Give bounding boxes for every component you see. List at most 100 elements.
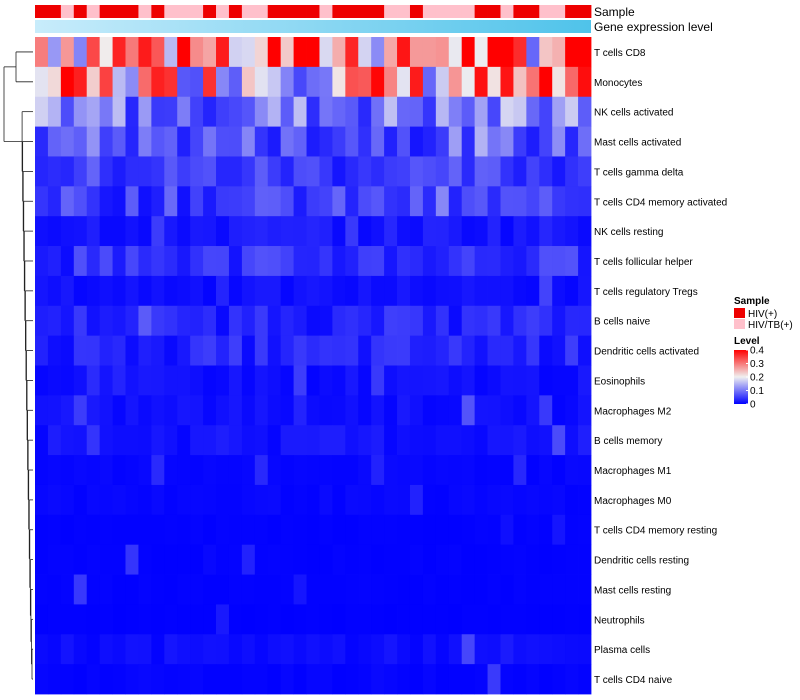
heatmap-cell	[254, 664, 269, 695]
heatmap-cell	[319, 544, 333, 575]
heatmap-cell	[422, 275, 437, 307]
heatmap-cell	[461, 425, 476, 456]
heatmap-cell	[203, 604, 217, 635]
row-label: Plasma cells	[594, 645, 650, 656]
heatmap-cell	[552, 425, 566, 456]
heatmap-cell	[216, 96, 230, 127]
heatmap-cell	[409, 96, 424, 127]
heatmap-cell	[345, 216, 359, 247]
heatmap-cell	[190, 484, 204, 516]
heatmap-cell	[500, 186, 514, 217]
row-label: T cells CD8	[594, 48, 646, 59]
heatmap-cell	[241, 514, 256, 546]
heatmap-cell	[190, 66, 204, 98]
heatmap-cell	[552, 514, 566, 546]
heatmap-cell	[267, 544, 282, 575]
heatmap-cell	[60, 96, 75, 127]
heatmap-cell	[306, 425, 320, 456]
heatmap-cell	[358, 186, 372, 217]
heatmap-cell	[164, 275, 178, 307]
legend-level-ticks: 0.4 0.3 0.2 0.1 0	[746, 346, 764, 411]
heatmap-cell	[164, 37, 178, 68]
heatmap-cell	[384, 246, 398, 277]
heatmap-cell	[267, 246, 282, 277]
heatmap-cell	[177, 66, 191, 98]
heatmap-cell	[409, 634, 424, 665]
heatmap-cell	[254, 305, 269, 337]
sample-annotation-cell	[565, 5, 579, 18]
heatmap-cell	[228, 395, 243, 426]
heatmap-cell	[216, 305, 230, 337]
heatmap-cell	[345, 246, 359, 277]
heatmap-cell	[267, 395, 282, 426]
heatmap-cell	[306, 544, 320, 575]
heatmap-cell	[99, 544, 113, 575]
heatmap-cell	[474, 544, 488, 575]
heatmap-cell	[384, 574, 398, 605]
heatmap-cell	[228, 246, 243, 277]
heatmap-cell	[112, 484, 126, 516]
heatmap-cell	[267, 275, 282, 307]
heatmap-cell	[526, 484, 540, 516]
heatmap-cell	[216, 544, 230, 575]
heatmap-cell	[267, 335, 282, 366]
heatmap-cell	[125, 186, 139, 217]
heatmap-cell	[203, 514, 217, 546]
heatmap-cell	[35, 126, 49, 157]
heatmap-cell	[228, 335, 243, 366]
heatmap-cell	[306, 186, 320, 217]
heatmap-cell	[99, 484, 113, 516]
heatmap-cell	[319, 156, 333, 187]
heatmap-cell	[86, 574, 101, 605]
heatmap-cell	[216, 126, 230, 157]
heatmap-cell	[448, 66, 463, 98]
heatmap-cell	[190, 604, 204, 635]
heatmap-cell	[513, 574, 527, 605]
heatmap-cell	[319, 425, 333, 456]
heatmap-cell	[216, 335, 230, 366]
heatmap-cell	[138, 365, 152, 396]
heatmap-cell	[371, 634, 385, 665]
heatmap-cell	[35, 544, 49, 575]
sample-annotation-cell	[487, 5, 501, 18]
heatmap-cell	[203, 574, 217, 605]
heatmap-cell	[539, 514, 553, 546]
heatmap-cell	[73, 126, 88, 157]
heatmap-cell	[254, 186, 269, 217]
heatmap-cell	[332, 275, 346, 307]
heatmap-cell	[293, 126, 307, 157]
heatmap-cell	[73, 484, 88, 516]
heatmap-cell	[578, 425, 592, 456]
heatmap-cell	[526, 186, 540, 217]
heatmap-cell	[99, 514, 113, 546]
heatmap-cell	[99, 126, 113, 157]
heatmap-cell	[306, 484, 320, 516]
heatmap-cell	[190, 216, 204, 247]
heatmap-cell	[164, 156, 178, 187]
heatmap-cell	[293, 574, 307, 605]
heatmap-cell	[461, 664, 476, 695]
heatmap-cell	[151, 484, 165, 516]
heatmap-cell	[35, 186, 49, 217]
heatmap-cell	[487, 484, 501, 516]
heatmap-cell	[487, 186, 501, 217]
heatmap-cell	[513, 216, 527, 247]
heatmap-cell	[216, 186, 230, 217]
heatmap-cell	[578, 365, 592, 396]
heatmap-cell	[526, 66, 540, 98]
row-label: T cells gamma delta	[594, 167, 684, 178]
row-label: Macrophages M2	[594, 406, 672, 417]
row-label: Mast cells activated	[594, 138, 681, 149]
heatmap-cell	[280, 455, 294, 486]
heatmap-cell	[228, 514, 243, 546]
heatmap-cell	[539, 664, 553, 695]
heatmap-cell	[461, 574, 476, 605]
heatmap-cell	[47, 574, 62, 605]
heatmap-cell	[487, 37, 501, 68]
heatmap-cell	[47, 37, 62, 68]
heatmap-cell	[513, 514, 527, 546]
heatmap-cell	[384, 66, 398, 98]
heatmap-cell	[241, 66, 256, 98]
heatmap-cell	[552, 484, 566, 516]
heatmap-cell	[35, 275, 49, 307]
